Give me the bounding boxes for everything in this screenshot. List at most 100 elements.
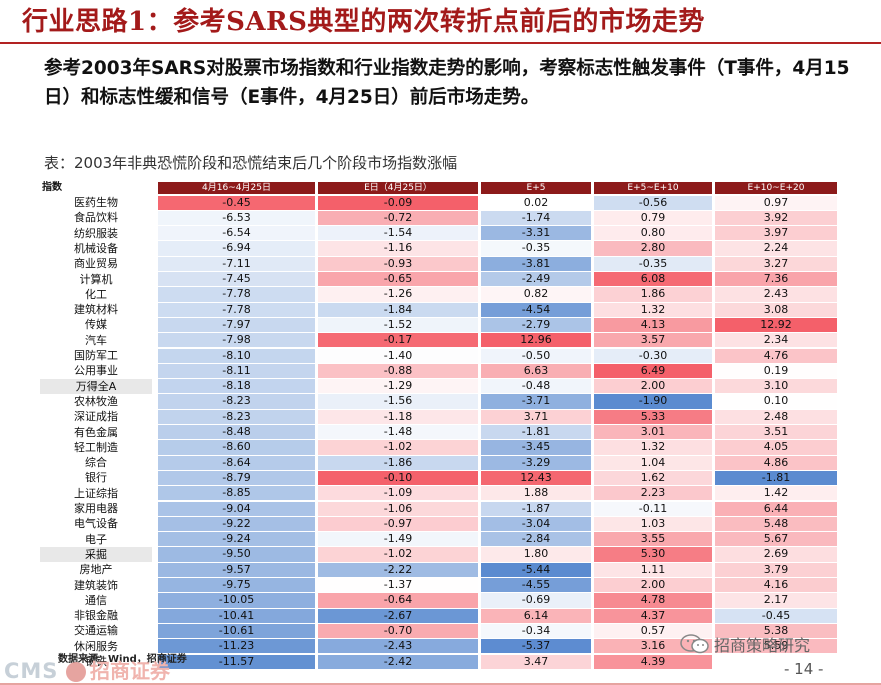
value-cell: -1.40 <box>318 348 478 363</box>
value-cell: -0.45 <box>158 195 315 210</box>
value-cell: -2.49 <box>481 272 591 287</box>
column-header: E+10~E+20 <box>715 182 837 194</box>
value-cell: -1.81 <box>481 425 591 440</box>
value-cell: 5.48 <box>715 516 837 532</box>
value-cell: -10.61 <box>158 623 315 639</box>
value-cell: -3.29 <box>481 455 591 470</box>
row-index-name: 食品饮料 <box>74 211 118 225</box>
value-cell: 4.37 <box>594 608 712 623</box>
value-cell: 3.71 <box>481 409 591 424</box>
table-row: 农林牧渔 -8.23 -1.56 -3.71 -1.90 0.10 <box>40 394 837 409</box>
table-row: 房地产 -9.57 -2.22 -5.44 1.11 3.79 <box>40 562 837 577</box>
row-index-name: 电气设备 <box>74 517 118 531</box>
value-cell: -0.48 <box>481 379 591 394</box>
table-row: 通信 -10.05 -0.64 -0.69 4.78 2.17 <box>40 593 837 608</box>
value-cell: -0.35 <box>481 241 591 256</box>
value-cell: 2.17 <box>715 593 837 608</box>
value-cell: -5.37 <box>481 639 591 654</box>
value-cell: 1.80 <box>481 547 591 562</box>
row-index-name: 商业贸易 <box>74 257 118 271</box>
value-cell: 0.19 <box>715 363 837 379</box>
table-row: 汽车 -7.98 -0.17 12.96 3.57 2.34 <box>40 333 837 348</box>
value-cell: -8.79 <box>158 470 315 486</box>
row-index-name: 机械设备 <box>74 241 118 255</box>
row-index-name: 房地产 <box>79 563 113 577</box>
index-returns-table: 指数 4月16~4月25日 E日（4月25日） E+5 E+5~E+10 E+10~E+… <box>40 182 837 669</box>
row-index-name: 休闲服务 <box>74 639 118 653</box>
value-cell: -0.72 <box>318 210 478 226</box>
value-cell: -1.81 <box>715 470 837 486</box>
row-index-name: 医药生物 <box>74 196 118 209</box>
table-row: 国防军工 -8.10 -1.40 -0.50 -0.30 4.76 <box>40 348 837 363</box>
value-cell: 0.10 <box>715 394 837 409</box>
value-cell: 2.24 <box>715 241 837 256</box>
value-cell: -1.18 <box>318 409 478 424</box>
value-cell: 12.92 <box>715 317 837 333</box>
row-index-name: 综合 <box>85 456 107 470</box>
table-row: 纺织服装 -6.54 -1.54 -3.31 0.80 3.97 <box>40 226 837 241</box>
value-cell: 2.43 <box>715 287 837 302</box>
value-cell: 6.49 <box>594 363 712 379</box>
value-cell: 4.39 <box>594 654 712 669</box>
value-cell: -1.86 <box>318 455 478 470</box>
value-cell: -6.94 <box>158 241 315 256</box>
value-cell: 3.79 <box>715 562 837 577</box>
table-row: 有色金属 -8.48 -1.48 -1.81 3.01 3.51 <box>40 425 837 440</box>
value-cell: 3.08 <box>715 302 837 317</box>
table-caption: 表：2003年非典恐慌阶段和恐慌结束后几个阶段市场指数涨幅 <box>44 154 458 172</box>
value-cell: 2.48 <box>715 409 837 424</box>
value-cell: -9.24 <box>158 532 315 547</box>
value-cell: -5.44 <box>481 562 591 577</box>
value-cell: -8.85 <box>158 486 315 501</box>
table-row: 交通运输 -10.61 -0.70 -0.34 0.57 5.38 <box>40 623 837 639</box>
value-cell: 1.88 <box>481 486 591 501</box>
index-column-header: 指数 <box>42 182 62 193</box>
value-cell: -9.57 <box>158 562 315 577</box>
value-cell: -8.64 <box>158 455 315 470</box>
value-cell: 1.86 <box>594 287 712 302</box>
row-index-name: 农林牧渔 <box>74 394 118 408</box>
table-row: 钢铁 -11.57 -2.42 3.47 4.39 <box>40 654 837 669</box>
value-cell: 0.80 <box>594 226 712 241</box>
table-row: 电子 -9.24 -1.49 -2.84 3.55 5.67 <box>40 532 837 547</box>
value-cell: -1.16 <box>318 241 478 256</box>
value-cell: 5.38 <box>715 623 837 639</box>
intro-paragraph: 参考2003年SARS对股票市场指数和行业指数走势的影响，考察标志性触发事件（T… <box>44 58 850 108</box>
value-cell: -9.50 <box>158 547 315 562</box>
slide-title: 行业思路1：参考SARS典型的两次转折点前后的市场走势 <box>22 7 705 37</box>
value-cell: -8.60 <box>158 440 315 455</box>
value-cell: -0.34 <box>481 623 591 639</box>
value-cell: 4.05 <box>715 440 837 455</box>
value-cell: -1.09 <box>318 486 478 501</box>
watermark-text: 招商策略研究 <box>714 636 811 655</box>
value-cell: -0.70 <box>318 623 478 639</box>
value-cell: -0.64 <box>318 593 478 608</box>
value-cell: 6.08 <box>594 272 712 287</box>
value-cell: -0.93 <box>318 256 478 271</box>
value-cell: 3.55 <box>594 532 712 547</box>
row-index-name: 万得全A <box>40 378 152 394</box>
row-index-name: 汽车 <box>85 333 107 347</box>
value-cell: 6.63 <box>481 363 591 379</box>
value-cell: 4.78 <box>594 593 712 608</box>
value-cell: -0.10 <box>318 470 478 486</box>
row-index-name: 国防军工 <box>74 349 118 362</box>
value-cell: -2.22 <box>318 562 478 577</box>
company-logo: CMS 招商证券 <box>4 658 234 685</box>
row-index-name: 有色金属 <box>74 425 118 439</box>
value-cell: 6.14 <box>481 608 591 623</box>
value-cell <box>715 654 837 669</box>
value-cell: 4.16 <box>715 578 837 593</box>
value-cell: 1.32 <box>594 302 712 317</box>
value-cell: -7.11 <box>158 256 315 271</box>
logo-mark-icon <box>66 662 86 682</box>
value-cell: -1.29 <box>318 379 478 394</box>
row-index-name: 建筑装饰 <box>74 578 118 592</box>
row-index-name: 纺织服装 <box>74 226 118 240</box>
value-cell: 1.42 <box>715 486 837 501</box>
table-row: 机械设备 -6.94 -1.16 -0.35 2.80 2.24 <box>40 241 837 256</box>
row-index-name: 电子 <box>85 532 107 546</box>
row-index-name: 深证成指 <box>74 410 118 424</box>
value-cell: -1.54 <box>318 226 478 241</box>
row-index-name: 钢铁 <box>85 655 107 668</box>
